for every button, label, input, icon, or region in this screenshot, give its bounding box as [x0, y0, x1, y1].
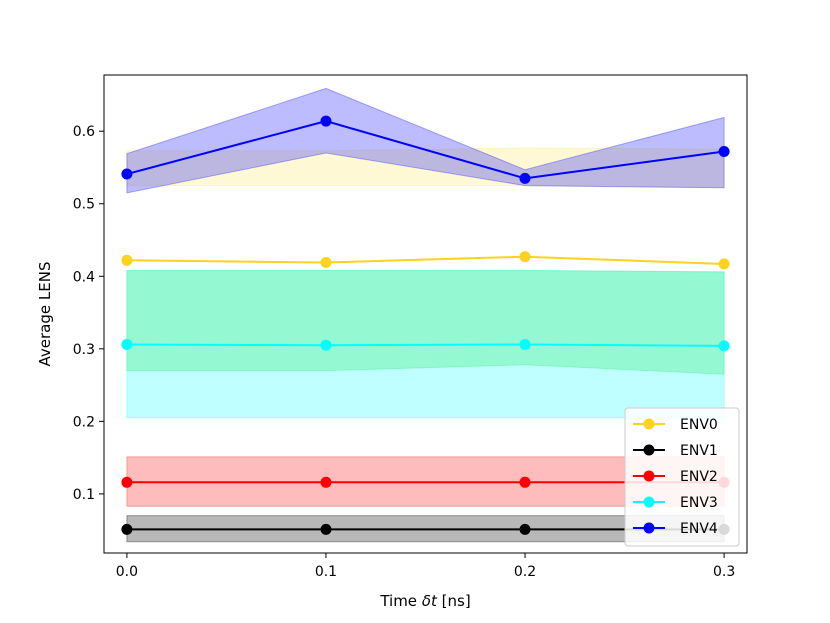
point-env1-0: [121, 523, 133, 535]
band-green: [126, 270, 725, 375]
point-env3-1: [320, 339, 332, 351]
point-env3-0: [121, 339, 133, 350]
point-env4-2: [519, 172, 531, 184]
point-env4-0: [121, 168, 133, 180]
point-env4-1: [320, 115, 332, 127]
point-env0-0: [121, 254, 133, 266]
legend-label-env2: ENV2: [680, 469, 718, 485]
point-env3-3: [718, 340, 730, 352]
x-axis-label: Time δt [ns]: [379, 592, 470, 610]
point-env0-1: [320, 257, 332, 268]
y-tick-label: 0.4: [73, 269, 95, 285]
legend-marker-env2: [643, 470, 655, 482]
legend-marker-env3: [643, 496, 655, 508]
legend-marker-env4: [643, 522, 655, 534]
x-tick-label: 0.1: [315, 564, 337, 580]
legend-box: [624, 407, 740, 547]
legend-label-env1: ENV1: [680, 443, 718, 459]
line-env3: [126, 343, 725, 347]
y-tick-label: 0.3: [73, 342, 95, 358]
x-tick-label: 0.0: [116, 564, 138, 580]
band-env4: [126, 87, 725, 194]
point-env3-2: [519, 339, 531, 350]
y-tick-label: 0.6: [73, 124, 95, 140]
legend-marker-env0: [643, 418, 655, 430]
y-axis: 0.1 0.2 0.3 0.4 0.5 0.6: [73, 124, 104, 503]
point-env2-2: [519, 476, 531, 488]
x-tick-label: 0.3: [713, 564, 735, 580]
point-env1-1: [320, 523, 332, 535]
legend-marker-env1: [643, 444, 655, 456]
point-env1-2: [519, 523, 531, 535]
plot-frame: [103, 74, 748, 554]
y-axis-label: Average LENS: [36, 262, 54, 367]
y-tick-label: 0.2: [73, 414, 95, 430]
point-env0-3: [718, 258, 730, 270]
point-env2-0: [121, 476, 133, 488]
y-tick-label: 0.5: [73, 197, 95, 213]
point-env2-1: [320, 476, 332, 488]
point-env4-3: [718, 146, 730, 157]
point-env0-2: [519, 251, 531, 263]
legend-label-env4: ENV4: [680, 521, 718, 537]
y-tick-label: 0.1: [73, 487, 95, 503]
legend-label-env0: ENV0: [680, 417, 718, 433]
line-env0: [126, 255, 725, 265]
legend: ENV0 ENV1 ENV2 ENV3 ENV4: [624, 407, 740, 547]
x-tick-label: 0.2: [514, 564, 536, 580]
x-axis: 0.0 0.1 0.2 0.3: [116, 553, 735, 580]
band-env0: [126, 147, 725, 189]
line-env4: [126, 120, 725, 180]
legend-label-env3: ENV3: [680, 495, 718, 511]
